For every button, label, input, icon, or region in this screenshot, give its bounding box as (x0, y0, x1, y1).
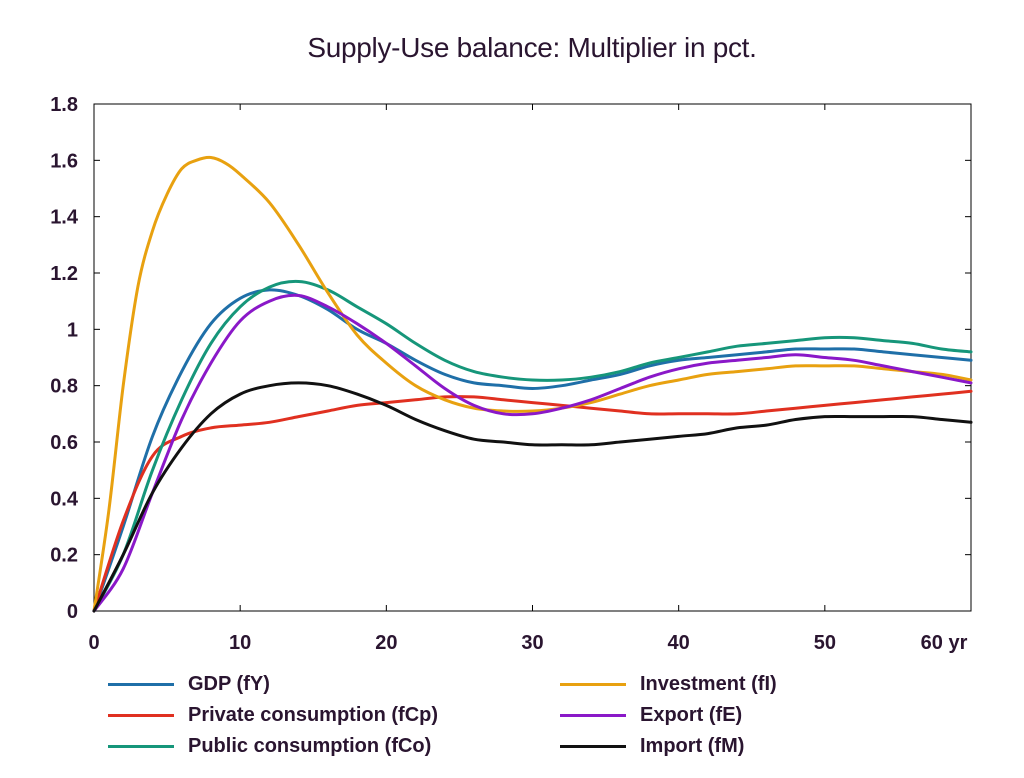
y-tick-label: 1.2 (50, 263, 78, 285)
series-line-export-fe (92, 293, 973, 613)
tick-labels: 0 0.2 0.4 0.6 0.8 1 1.2 1.4 1.6 1.8 0 10 20 30 40 50 60 … (50, 94, 967, 654)
x-tick-label: 50 (814, 632, 836, 654)
x-tick-label: 20 (375, 632, 397, 654)
x-tick-label: 30 (521, 632, 543, 654)
series-lines (92, 155, 973, 613)
y-tick-label: 0.8 (50, 376, 78, 398)
y-tick-label: 1.4 (50, 207, 79, 229)
y-tick-label: 0.6 (50, 432, 78, 454)
y-tick-label: 1.6 (50, 150, 78, 172)
series-line-investment-fi (92, 155, 973, 613)
x-tick-label: 60 yr (921, 632, 968, 654)
x-tick-label: 0 (88, 632, 99, 654)
y-tick-label: 0.4 (50, 488, 79, 510)
x-tick-label: 10 (229, 632, 251, 654)
x-tick-label: 40 (668, 632, 690, 654)
y-tick-label: 0 (67, 601, 78, 623)
series-line-private-consumption-fcp (92, 389, 973, 613)
axes (93, 103, 972, 612)
y-tick-label: 1.8 (50, 94, 78, 116)
y-tick-label: 0.2 (50, 545, 78, 567)
series-line-public-consumption-fco (92, 279, 973, 613)
series-line-import-fm (92, 381, 973, 613)
series-line-gdp-fy (92, 288, 973, 613)
chart-title: Supply-Use balance: Multiplier in pct. (307, 32, 757, 63)
y-tick-label: 1 (67, 319, 78, 341)
